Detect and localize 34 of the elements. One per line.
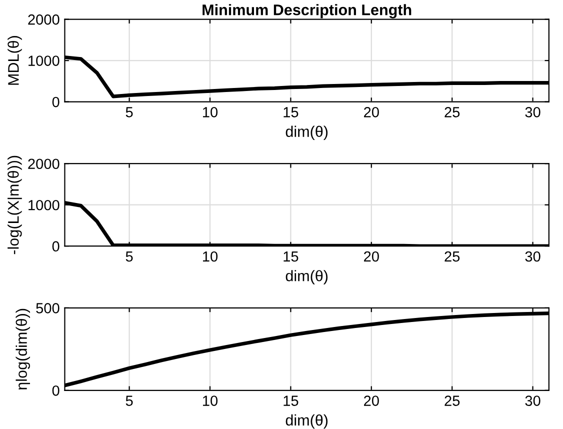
y-tick-label: 2000 <box>28 158 60 170</box>
y-tick-label: 2000 <box>28 14 60 25</box>
x-tick-label: 25 <box>444 396 460 406</box>
x-axis-title: dim(θ) <box>286 126 328 140</box>
x-tick-label: 25 <box>444 251 460 262</box>
y-tick-label: 0 <box>52 241 60 252</box>
y-axis-title: MDL(θ) <box>8 36 22 85</box>
x-tick-label: 15 <box>284 107 298 118</box>
x-tick-label: 15 <box>284 396 298 406</box>
x-tick-label: 25 <box>444 107 460 118</box>
x-tick-label: 5 <box>126 396 133 406</box>
x-tick-label: 5 <box>126 251 133 262</box>
x-tick-label: 20 <box>364 396 379 406</box>
y-tick-label: 1000 <box>28 200 60 210</box>
x-tick-label: 10 <box>203 107 218 118</box>
x-tick-label: 10 <box>203 396 218 406</box>
x-tick-label: 30 <box>525 107 540 118</box>
x-tick-label: 15 <box>284 251 298 262</box>
y-tick-label: 500 <box>36 303 60 314</box>
x-tick-label: 20 <box>364 251 379 262</box>
line-series <box>64 312 549 388</box>
x-axis-title: dim(θ) <box>286 414 328 429</box>
y-tick-label: 0 <box>52 96 60 108</box>
x-tick-label: 20 <box>364 107 379 118</box>
x-tick-label: 30 <box>525 251 540 262</box>
y-tick-label: 0 <box>52 385 60 396</box>
y-axis-title: ηlog(dim(θ)) <box>16 308 30 390</box>
x-tick-label: 5 <box>126 107 133 118</box>
x-axis-title: dim(θ) <box>286 270 328 284</box>
chart-title: Minimum Description Length <box>202 4 412 18</box>
x-tick-label: 30 <box>525 396 540 406</box>
x-tick-label: 10 <box>203 251 218 262</box>
y-axis-title: -log(L(X|m(θ))) <box>8 156 22 254</box>
y-tick-label: 1000 <box>28 56 60 66</box>
